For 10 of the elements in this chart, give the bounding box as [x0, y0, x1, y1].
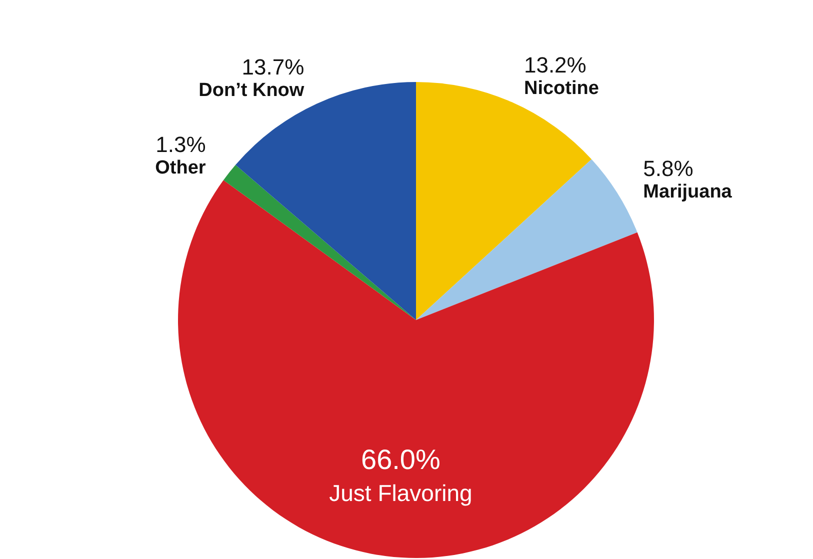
data-label: 66.0%	[361, 444, 440, 476]
slice-label: Just Flavoring	[329, 480, 472, 506]
slice-label: Nicotine	[524, 78, 599, 100]
data-label: 13.7%	[242, 54, 304, 80]
slice-label: Other	[155, 157, 206, 178]
slice-label: Don’t Know	[198, 80, 304, 101]
data-label: 5.8%	[643, 156, 694, 181]
data-label: 1.3%	[156, 132, 206, 157]
slice-label: Marijuana	[643, 181, 732, 202]
data-label: 13.2%	[524, 52, 586, 78]
